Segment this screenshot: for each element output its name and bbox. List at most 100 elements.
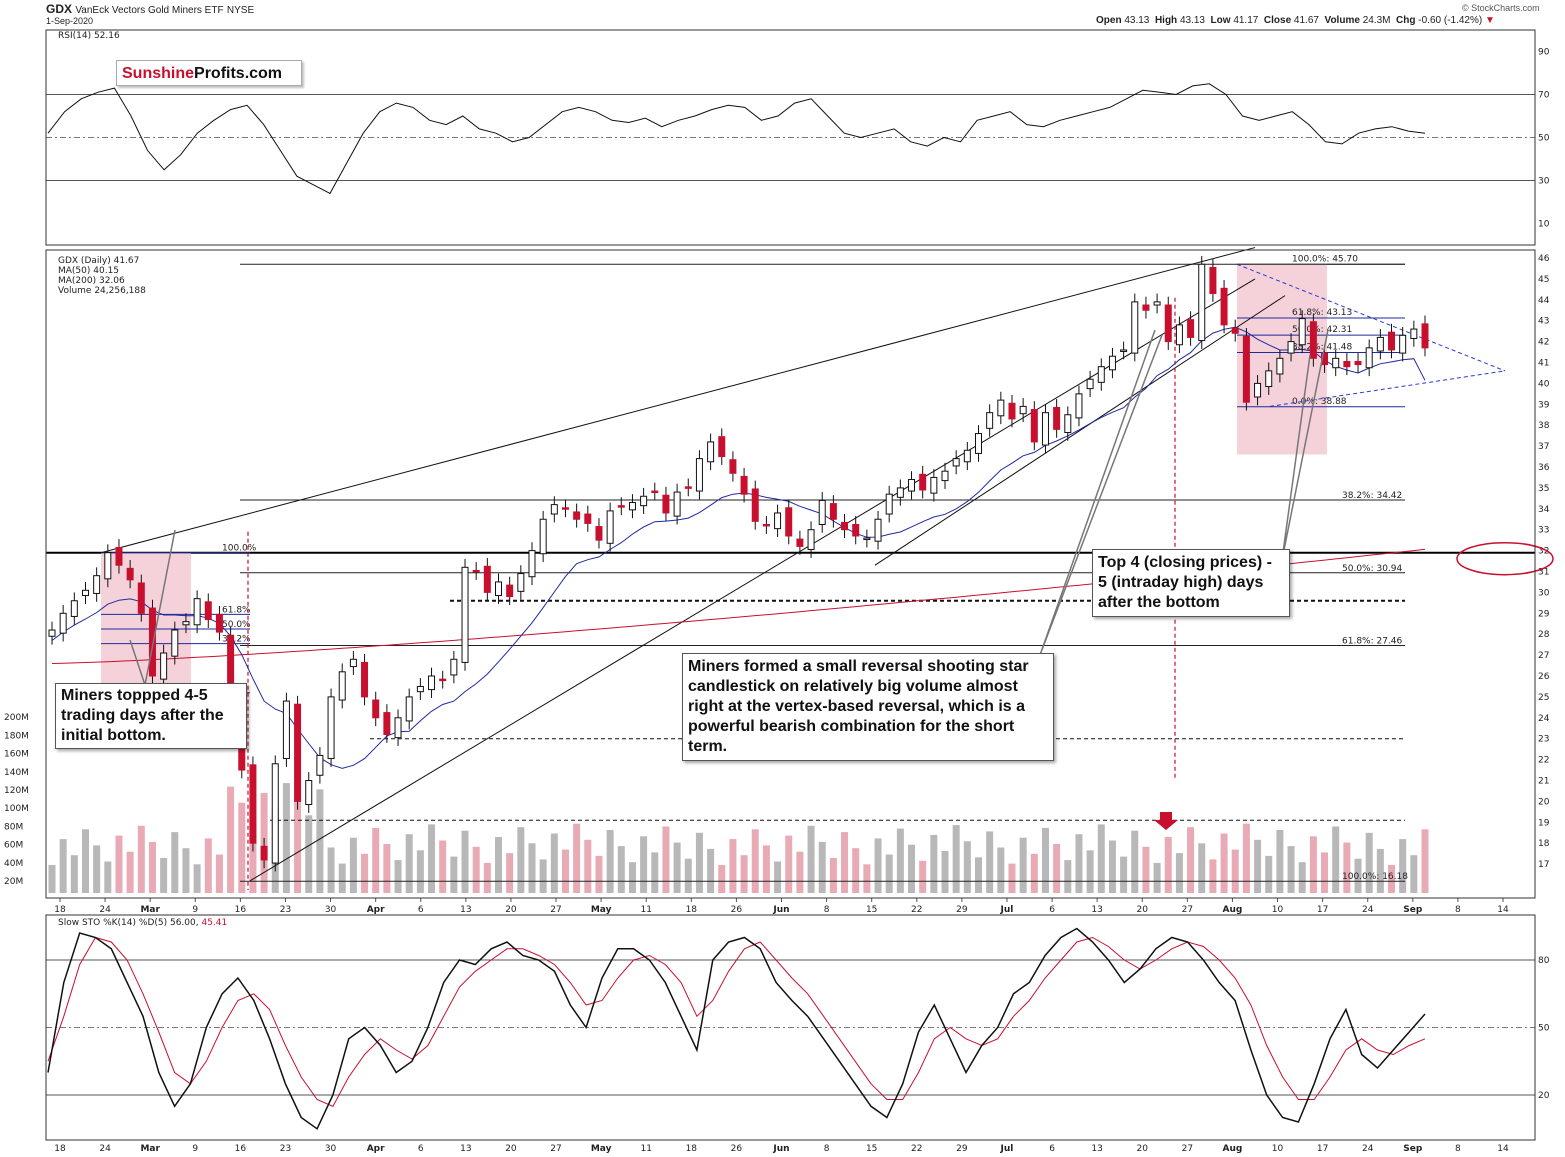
- volume-bar: [81, 829, 89, 893]
- x-axis-label-bottom: 18: [54, 1144, 66, 1154]
- volume-bar: [238, 802, 246, 893]
- volume-bar: [1309, 836, 1317, 893]
- volume-bar: [640, 836, 648, 893]
- candle-body: [628, 502, 636, 511]
- volume-bar: [1421, 829, 1429, 893]
- candle-body: [673, 491, 681, 517]
- high-value: 43.13: [1179, 15, 1205, 26]
- volume-bar: [461, 830, 469, 893]
- volume-bar: [695, 832, 703, 893]
- volume-bar: [1231, 849, 1239, 893]
- candle-body: [1198, 263, 1206, 342]
- volume-bar: [974, 857, 982, 893]
- fib-reference-label: 61.8%: 27.46: [1342, 636, 1403, 646]
- x-axis-label: 10: [1272, 905, 1284, 915]
- x-axis-label-bottom: 11: [640, 1144, 651, 1154]
- candle-body: [439, 678, 447, 682]
- chart-header: GDX VanEck Vectors Gold Miners ETF NYSE: [46, 2, 254, 16]
- candle-body: [193, 598, 201, 626]
- x-axis-label-bottom: Jun: [772, 1144, 789, 1154]
- low-label: Low: [1210, 15, 1231, 26]
- fib-reference-label: 100.0%: 16.18: [1342, 872, 1408, 882]
- red-arrow-icon: [1154, 812, 1178, 830]
- volume-bar: [1287, 846, 1295, 893]
- x-axis-label-bottom: 10: [1272, 1144, 1284, 1154]
- left-fib-label: 100.0%: [222, 544, 257, 554]
- candle-body: [1041, 412, 1049, 446]
- x-axis-label: 6: [418, 905, 424, 915]
- price-tick-label: 39: [1538, 400, 1550, 410]
- price-tick-label: 30: [1538, 588, 1550, 598]
- volume-bar: [606, 830, 614, 893]
- candle-body: [1332, 357, 1340, 369]
- candle-body: [349, 658, 357, 668]
- candle-body: [1019, 405, 1027, 415]
- candle-body: [1343, 360, 1351, 368]
- rsi-panel: 10 30 50 70 90 RSI(14) 52.16: [46, 31, 1550, 230]
- x-axis-label: 20: [1137, 905, 1149, 915]
- candle-body: [104, 552, 112, 580]
- volume-bar: [361, 853, 369, 893]
- candle-body: [160, 652, 168, 680]
- candle-body: [930, 476, 938, 494]
- volume-bar: [204, 838, 212, 893]
- x-axis-label: 29: [956, 905, 968, 915]
- volume-bar: [506, 853, 514, 893]
- x-axis-label-bottom: Sep: [1403, 1144, 1423, 1154]
- candle-body: [974, 433, 982, 454]
- volume-bar: [495, 837, 503, 893]
- x-axis-label-bottom: May: [591, 1144, 612, 1154]
- x-axis-label: Jul: [1000, 905, 1014, 915]
- volume-bar: [751, 829, 759, 893]
- candle-body: [606, 510, 614, 544]
- volume-bar: [394, 860, 402, 893]
- candle-body: [796, 538, 804, 547]
- exchange: NYSE: [226, 5, 255, 16]
- volume-tick-label: 100M: [4, 804, 29, 814]
- price-tick-label: 37: [1538, 442, 1549, 452]
- rsi-title: RSI(14) 52.16: [58, 31, 120, 41]
- candle-body: [695, 458, 703, 492]
- volume-bar: [1332, 826, 1340, 893]
- candle-body: [59, 612, 67, 634]
- sto-title: Slow STO %K(14) %D(5) 56.00, 45.41: [58, 918, 227, 928]
- sto-d-value: 45.41: [201, 918, 227, 928]
- candle-body: [260, 845, 268, 861]
- x-axis-label-bottom: 16: [235, 1144, 247, 1154]
- price-tick-label: 21: [1538, 777, 1549, 787]
- candle-body: [640, 495, 648, 507]
- x-axis-label: 24: [99, 905, 111, 915]
- volume-bar: [550, 833, 558, 893]
- candle-body: [1287, 341, 1295, 354]
- x-axis-label-bottom: 24: [1362, 1144, 1374, 1154]
- candle-body: [1153, 301, 1161, 306]
- volume-bar: [1041, 827, 1049, 893]
- x-axis-label-bottom: Aug: [1223, 1144, 1243, 1154]
- volume-bar: [1187, 827, 1195, 893]
- sto-tick-label: 20: [1538, 1091, 1550, 1101]
- volume-bar: [1265, 855, 1273, 893]
- candle-body: [561, 507, 569, 510]
- volume-bar: [796, 851, 804, 893]
- price-tick-label: 22: [1538, 756, 1549, 766]
- x-axis-label: 13: [1091, 905, 1102, 915]
- candle-body: [1354, 360, 1362, 366]
- candle-body: [416, 685, 424, 693]
- candle-body: [662, 494, 670, 514]
- candle-body: [617, 505, 625, 508]
- price-tick-label: 45: [1538, 275, 1549, 285]
- triangle-down-icon: ▼: [1484, 15, 1495, 26]
- left-fib-label: 61.8%: [222, 605, 251, 615]
- left-highlight-box: [101, 552, 191, 693]
- candle-body: [1309, 321, 1317, 359]
- volume-bar: [428, 824, 436, 893]
- candle-body: [383, 712, 391, 736]
- volume-tick-label: 180M: [4, 731, 29, 741]
- x-axis-label-bottom: 23: [280, 1144, 291, 1154]
- high-label: High: [1154, 15, 1178, 26]
- volume-bar: [416, 850, 424, 893]
- candle-body: [707, 441, 715, 463]
- x-axis-label-bottom: 8: [1455, 1144, 1461, 1154]
- candle-body: [1388, 331, 1396, 351]
- volume-tick-label: 160M: [4, 750, 29, 760]
